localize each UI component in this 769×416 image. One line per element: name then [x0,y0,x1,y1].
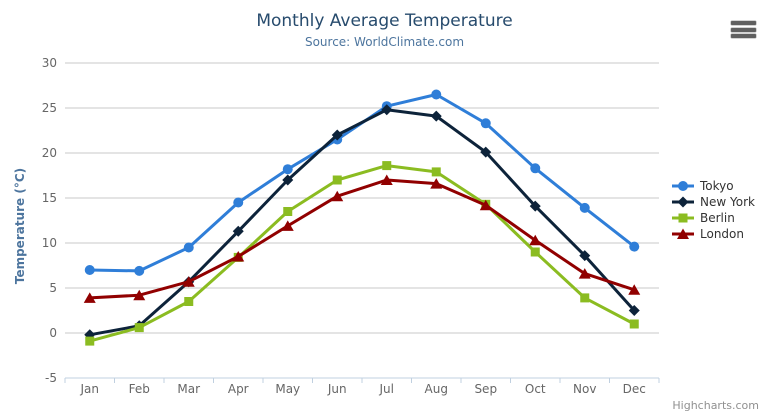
legend-label: Berlin [700,211,735,225]
data-point-marker [529,234,542,246]
data-point-marker [381,104,393,116]
data-point-marker [628,305,640,316]
data-point-marker [530,163,541,174]
y-axis-label: 30 [42,56,57,70]
series-line-new-york [88,108,636,337]
data-point-marker [629,319,639,329]
circle-legend-marker-icon [672,181,694,191]
x-axis-label: Sep [474,382,497,396]
data-point-marker [283,207,293,216]
data-point-marker [431,167,441,177]
data-point-marker [480,118,491,129]
y-axis-label: 25 [42,101,57,115]
x-axis-label: Dec [623,382,646,396]
x-axis-label: Jun [327,382,347,396]
data-point-marker [678,181,688,191]
data-point-marker [332,175,342,185]
data-point-marker [580,293,590,303]
x-axis-label: Mar [177,382,200,396]
chart-title: Monthly Average Temperature [256,11,513,31]
y-axis-label: 20 [42,146,57,160]
data-point-marker [628,284,641,295]
data-point-marker [678,213,688,223]
legend-label: New York [700,195,755,209]
data-point-marker [480,146,492,158]
data-point-marker [430,178,443,189]
legend-item-london[interactable]: London [671,226,755,242]
data-point-marker [83,292,96,303]
y-axis-title: Temperature (°C) [13,168,27,284]
y-axis-label: -5 [45,371,57,385]
chart-subtitle: Source: WorldClimate.com [304,35,465,49]
x-axis-label: Oct [525,382,546,396]
data-point-marker [529,200,541,212]
legend: Tokyo New York Berlin London [671,178,755,242]
data-point-marker [431,89,442,100]
data-point-marker [331,129,343,141]
x-axis-label: Nov [573,382,596,396]
data-point-marker [430,110,442,122]
x-axis-label: May [275,382,300,396]
data-point-marker [84,265,95,275]
data-point-marker [85,336,95,346]
data-point-marker [134,323,144,333]
data-point-marker [184,297,194,306]
data-point-marker [281,220,294,231]
data-point-marker [133,289,146,301]
series-line-london [88,178,636,300]
legend-item-berlin[interactable]: Berlin [671,210,755,226]
x-axis-label: Apr [228,382,249,396]
data-point-marker [530,247,540,257]
data-point-marker [331,190,344,202]
data-point-marker [134,265,145,276]
data-point-marker [380,174,393,185]
credits-link[interactable]: Highcharts.com [672,399,759,412]
legend-item-tokyo[interactable]: Tokyo [671,178,755,194]
y-axis-label: 0 [49,326,57,340]
square-legend-marker-icon [672,213,694,223]
data-point-marker [232,251,245,262]
data-point-marker [677,196,689,208]
data-point-marker [233,197,244,208]
triangle-legend-marker-icon [672,228,694,239]
data-point-marker [382,161,392,171]
data-point-marker [282,164,293,175]
data-point-marker [182,276,195,287]
data-point-marker [629,241,640,252]
hamburger-icon [730,21,757,38]
data-point-marker [232,225,244,237]
y-axis-label: 15 [42,191,57,205]
x-axis-label: Aug [425,382,448,396]
legend-label: Tokyo [700,179,734,193]
data-point-marker [282,174,294,186]
data-point-marker [578,268,591,279]
data-point-marker [677,228,689,239]
y-axis-label: 10 [42,236,57,250]
x-axis-label: Jul [379,382,394,396]
diamond-legend-marker-icon [672,196,694,208]
x-axis-label: Feb [129,382,150,396]
legend-item-new-york[interactable]: New York [671,194,755,210]
legend-label: London [700,227,744,241]
export-menu-button[interactable] [730,20,757,39]
y-axis-label: 5 [49,281,57,295]
data-point-marker [579,202,590,213]
x-axis-label: Jan [80,382,100,396]
data-point-marker [183,242,194,253]
series-line-berlin [88,164,636,343]
data-point-marker [479,199,492,211]
data-point-marker [579,250,591,262]
